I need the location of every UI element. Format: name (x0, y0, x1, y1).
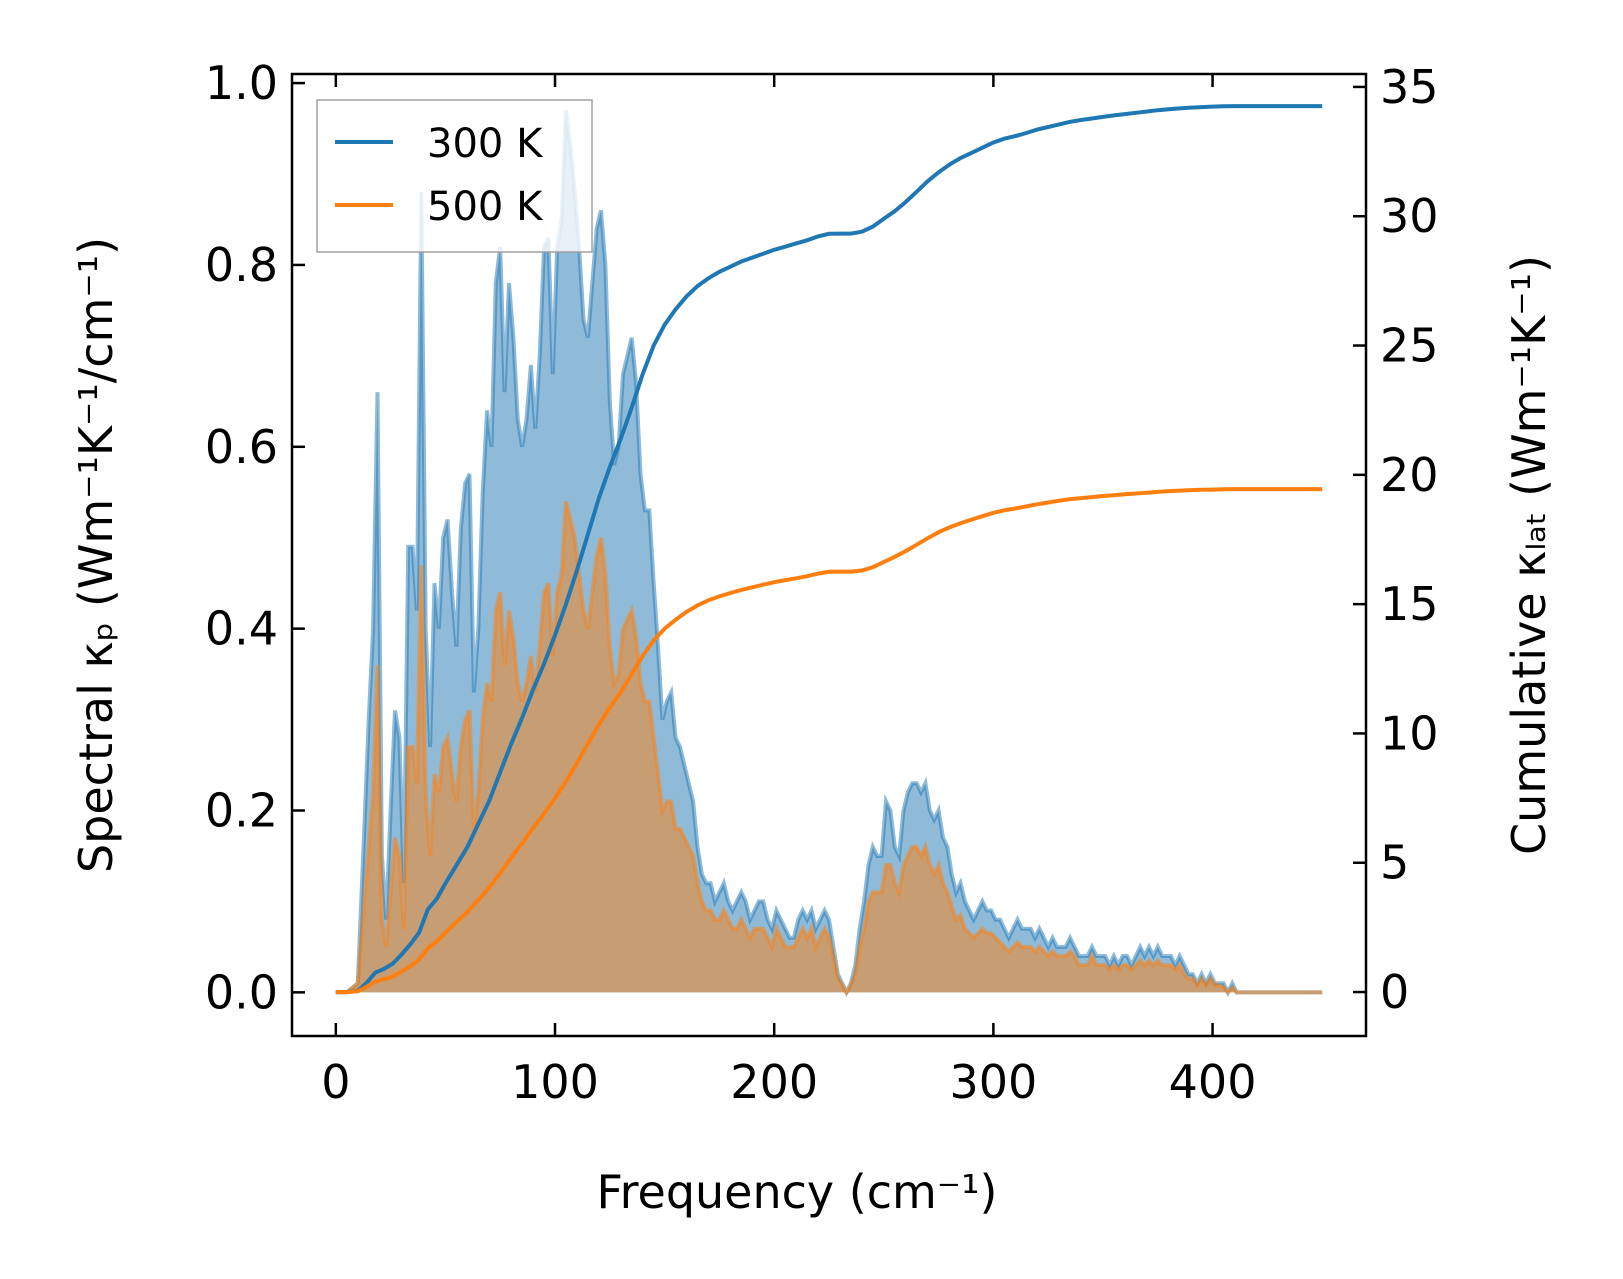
x-tick-label: 200 (730, 1055, 818, 1109)
cumulative-line-500k (335, 487, 1323, 994)
legend-frame (316, 99, 593, 253)
spectral-edge-300k (335, 110, 1323, 998)
y-tick-label-left: 1.0 (205, 56, 278, 110)
y-tick-label-left: 0.6 (205, 420, 278, 474)
spectral-fills (335, 110, 1323, 998)
spectral-fill-500k (335, 501, 1323, 993)
x-tick-label: 400 (1169, 1055, 1257, 1109)
x-tick-label: 100 (511, 1055, 599, 1109)
axes (290, 72, 1368, 1038)
y-tick-label-right: 10 (1380, 706, 1439, 760)
y-tick-label-right: 20 (1380, 448, 1439, 502)
x-tick-label: 300 (949, 1055, 1037, 1109)
y-tick-label-left: 0.0 (205, 965, 278, 1019)
y-tick-label-right: 5 (1380, 836, 1409, 890)
spectral-edge-500k (335, 500, 1323, 997)
y-tick-label-right: 15 (1380, 577, 1439, 631)
legend-label-300k: 300 K (427, 121, 544, 167)
y-tick-label-left: 0.2 (205, 784, 278, 838)
cumulative-lines (335, 104, 1323, 994)
plot-frame (290, 72, 1368, 1038)
y-axis-label-left: Spectral κₚ (Wm⁻¹K⁻¹/cm⁻¹) (69, 237, 123, 873)
y-axis-label-right: Cumulative κₗₐₜ (Wm⁻¹K⁻¹) (1502, 255, 1556, 855)
y-tick-label-left: 0.8 (205, 238, 278, 292)
cumulative-line-300k (335, 104, 1323, 994)
y-tick-label-right: 30 (1380, 189, 1439, 243)
x-axis-label: Frequency (cm⁻¹) (597, 1165, 998, 1219)
y-tick-label-left: 0.4 (205, 602, 278, 656)
y-tick-label-right: 0 (1380, 965, 1409, 1019)
y-tick-label-right: 35 (1380, 60, 1439, 114)
ticks: 0 100 200 300 400 0.0 0.2 0.4 0.6 0.8 1.0 0 5 10 15 20 2… (205, 56, 1439, 1109)
x-tick-label: 0 (321, 1055, 350, 1109)
legend-label-500k: 500 K (427, 184, 544, 230)
y-tick-label-right: 25 (1380, 319, 1439, 373)
legend: 300 K 500 K (316, 99, 593, 253)
